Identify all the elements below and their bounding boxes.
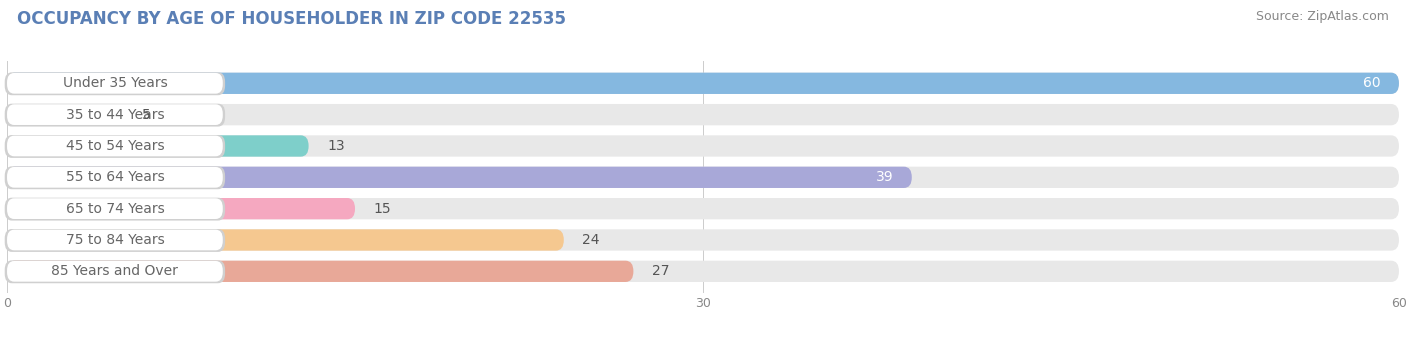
FancyBboxPatch shape xyxy=(7,136,222,156)
Text: 13: 13 xyxy=(328,139,344,153)
FancyBboxPatch shape xyxy=(7,198,354,219)
Text: 65 to 74 Years: 65 to 74 Years xyxy=(66,202,165,216)
FancyBboxPatch shape xyxy=(7,261,222,282)
Text: 24: 24 xyxy=(582,233,600,247)
Text: Under 35 Years: Under 35 Years xyxy=(62,76,167,90)
FancyBboxPatch shape xyxy=(7,167,1399,188)
Text: 85 Years and Over: 85 Years and Over xyxy=(52,264,179,278)
Text: 45 to 54 Years: 45 to 54 Years xyxy=(66,139,165,153)
FancyBboxPatch shape xyxy=(4,166,225,189)
FancyBboxPatch shape xyxy=(7,104,1399,125)
Text: 75 to 84 Years: 75 to 84 Years xyxy=(66,233,165,247)
Text: 27: 27 xyxy=(652,264,669,278)
FancyBboxPatch shape xyxy=(4,72,225,95)
FancyBboxPatch shape xyxy=(4,229,225,252)
FancyBboxPatch shape xyxy=(7,73,1399,94)
FancyBboxPatch shape xyxy=(7,229,222,250)
Text: OCCUPANCY BY AGE OF HOUSEHOLDER IN ZIP CODE 22535: OCCUPANCY BY AGE OF HOUSEHOLDER IN ZIP C… xyxy=(17,10,565,28)
FancyBboxPatch shape xyxy=(7,73,1399,94)
FancyBboxPatch shape xyxy=(4,135,225,158)
FancyBboxPatch shape xyxy=(7,167,912,188)
FancyBboxPatch shape xyxy=(7,73,222,94)
Text: Source: ZipAtlas.com: Source: ZipAtlas.com xyxy=(1256,10,1389,23)
FancyBboxPatch shape xyxy=(7,135,1399,157)
Text: 55 to 64 Years: 55 to 64 Years xyxy=(66,170,165,184)
FancyBboxPatch shape xyxy=(7,198,1399,219)
FancyBboxPatch shape xyxy=(7,229,564,251)
Text: 15: 15 xyxy=(374,202,391,216)
Text: 60: 60 xyxy=(1362,76,1381,90)
FancyBboxPatch shape xyxy=(7,198,222,219)
FancyBboxPatch shape xyxy=(7,135,309,157)
FancyBboxPatch shape xyxy=(4,198,225,221)
FancyBboxPatch shape xyxy=(7,104,124,125)
FancyBboxPatch shape xyxy=(7,261,633,282)
FancyBboxPatch shape xyxy=(7,104,222,125)
Text: 39: 39 xyxy=(876,170,893,184)
Text: 35 to 44 Years: 35 to 44 Years xyxy=(66,108,165,122)
Text: 5: 5 xyxy=(142,108,150,122)
FancyBboxPatch shape xyxy=(7,167,222,188)
FancyBboxPatch shape xyxy=(7,261,1399,282)
FancyBboxPatch shape xyxy=(4,104,225,127)
FancyBboxPatch shape xyxy=(7,229,1399,251)
FancyBboxPatch shape xyxy=(4,261,225,283)
